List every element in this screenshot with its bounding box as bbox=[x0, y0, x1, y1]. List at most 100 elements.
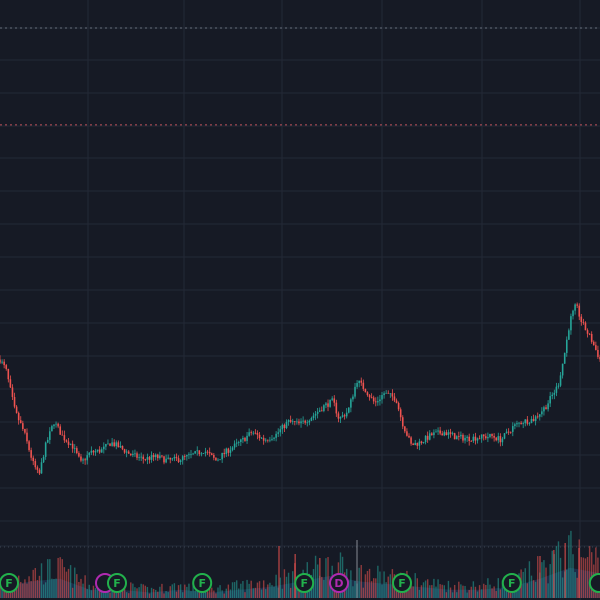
candle-body[interactable] bbox=[105, 443, 107, 447]
candle-body[interactable] bbox=[528, 423, 531, 424]
candle-body[interactable] bbox=[491, 434, 493, 436]
candle-body[interactable] bbox=[306, 422, 309, 424]
candle-body[interactable] bbox=[474, 436, 477, 441]
candle-body[interactable] bbox=[561, 363, 564, 376]
candle-body[interactable] bbox=[213, 454, 215, 458]
candle-body[interactable] bbox=[192, 453, 194, 455]
candle-body[interactable] bbox=[586, 330, 589, 334]
candle-body[interactable] bbox=[198, 450, 201, 455]
candle-body[interactable] bbox=[119, 445, 122, 448]
candle-body[interactable] bbox=[231, 447, 234, 451]
candle-body[interactable] bbox=[318, 410, 321, 412]
candle-body[interactable] bbox=[543, 407, 545, 412]
candle-body[interactable] bbox=[130, 453, 132, 456]
candle-body[interactable] bbox=[134, 453, 136, 455]
candle-body[interactable] bbox=[545, 407, 547, 410]
candle-body[interactable] bbox=[252, 432, 255, 434]
candle-body[interactable] bbox=[121, 445, 124, 450]
candle-body[interactable] bbox=[468, 436, 470, 441]
candle-body[interactable] bbox=[183, 456, 186, 458]
candle-body[interactable] bbox=[88, 452, 91, 456]
candle-body[interactable] bbox=[179, 460, 182, 462]
candle-body[interactable] bbox=[439, 430, 441, 434]
earnings-marker[interactable]: F bbox=[501, 573, 522, 593]
candle-body[interactable] bbox=[401, 417, 404, 427]
candle-body[interactable] bbox=[412, 443, 414, 446]
candle-body[interactable] bbox=[362, 382, 365, 389]
candle-body[interactable] bbox=[507, 431, 510, 433]
candle-body[interactable] bbox=[352, 396, 354, 400]
candle-body[interactable] bbox=[368, 395, 371, 398]
candle-body[interactable] bbox=[15, 406, 18, 413]
candle-body[interactable] bbox=[514, 424, 516, 427]
candle-body[interactable] bbox=[34, 461, 37, 468]
candle-body[interactable] bbox=[258, 434, 261, 439]
candle-body[interactable] bbox=[13, 396, 16, 407]
candle-body[interactable] bbox=[339, 416, 342, 419]
candle-body[interactable] bbox=[196, 450, 199, 452]
candle-body[interactable] bbox=[36, 467, 39, 470]
candle-body[interactable] bbox=[107, 443, 109, 445]
candle-body[interactable] bbox=[341, 415, 344, 417]
candle-body[interactable] bbox=[248, 432, 250, 436]
earnings-marker[interactable]: F bbox=[192, 573, 213, 593]
candle-body[interactable] bbox=[296, 421, 298, 423]
candle-body[interactable] bbox=[541, 411, 543, 415]
candle-body[interactable] bbox=[559, 375, 562, 386]
candle-body[interactable] bbox=[460, 434, 462, 437]
candle-body[interactable] bbox=[568, 330, 570, 340]
candle-body[interactable] bbox=[38, 469, 41, 474]
candle-body[interactable] bbox=[26, 432, 28, 442]
candle-body[interactable] bbox=[152, 455, 155, 458]
candle-body[interactable] bbox=[202, 453, 205, 454]
candle-body[interactable] bbox=[92, 450, 95, 453]
earnings-marker[interactable]: F bbox=[392, 573, 412, 593]
candle-body[interactable] bbox=[173, 456, 176, 459]
candle-body[interactable] bbox=[19, 420, 22, 424]
candle-body[interactable] bbox=[597, 349, 599, 357]
candle-body[interactable] bbox=[11, 387, 14, 397]
candle-body[interactable] bbox=[28, 441, 30, 451]
candle-body[interactable] bbox=[175, 456, 178, 459]
candle-body[interactable] bbox=[410, 437, 412, 444]
candle-body[interactable] bbox=[125, 451, 128, 453]
candle-body[interactable] bbox=[312, 415, 315, 419]
candle-body[interactable] bbox=[67, 441, 70, 445]
candle-body[interactable] bbox=[393, 396, 396, 401]
candle-body[interactable] bbox=[115, 442, 118, 447]
candle-body[interactable] bbox=[163, 456, 165, 463]
candle-body[interactable] bbox=[408, 435, 410, 438]
candle-body[interactable] bbox=[327, 403, 329, 407]
candle-body[interactable] bbox=[426, 435, 429, 440]
candle-body[interactable] bbox=[578, 305, 581, 317]
candle-body[interactable] bbox=[3, 361, 5, 366]
candle-body[interactable] bbox=[9, 379, 12, 388]
candle-body[interactable] bbox=[167, 457, 169, 459]
candle-body[interactable] bbox=[111, 442, 113, 446]
candle-body[interactable] bbox=[590, 334, 593, 342]
candle-body[interactable] bbox=[553, 392, 556, 395]
candle-body[interactable] bbox=[422, 441, 425, 444]
candle-body[interactable] bbox=[283, 424, 286, 428]
candle-body[interactable] bbox=[117, 442, 120, 448]
candle-body[interactable] bbox=[190, 454, 192, 456]
candle-body[interactable] bbox=[383, 393, 385, 396]
candle-body[interactable] bbox=[246, 435, 248, 441]
candle-body[interactable] bbox=[71, 443, 74, 449]
earnings-marker[interactable]: F bbox=[0, 573, 19, 593]
candle-body[interactable] bbox=[443, 432, 446, 436]
dividend-marker[interactable]: D bbox=[329, 573, 349, 593]
candle-body[interactable] bbox=[557, 385, 560, 387]
candle-body[interactable] bbox=[420, 441, 423, 444]
candle-body[interactable] bbox=[364, 388, 367, 393]
candle-body[interactable] bbox=[314, 413, 317, 416]
candle-body[interactable] bbox=[260, 437, 263, 439]
candle-body[interactable] bbox=[51, 426, 53, 432]
candle-body[interactable] bbox=[59, 426, 62, 435]
candle-body[interactable] bbox=[279, 429, 282, 433]
candle-body[interactable] bbox=[397, 403, 400, 410]
candle-body[interactable] bbox=[574, 304, 576, 311]
candle-body[interactable] bbox=[262, 437, 265, 441]
earnings-marker[interactable]: F bbox=[107, 573, 127, 593]
